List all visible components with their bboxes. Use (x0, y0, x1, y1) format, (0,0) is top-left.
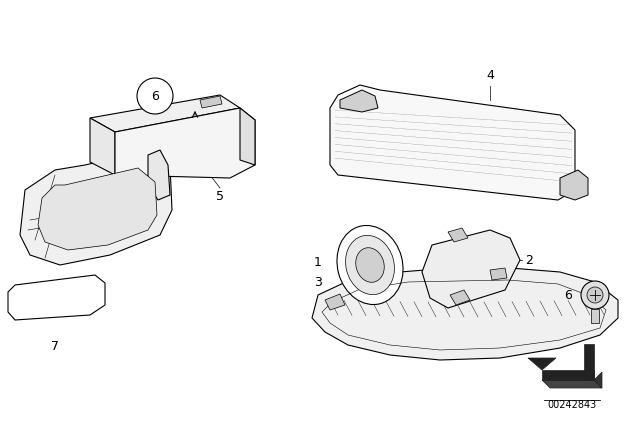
Circle shape (587, 287, 603, 303)
Polygon shape (8, 275, 105, 320)
Polygon shape (325, 294, 345, 310)
Text: 6: 6 (564, 289, 572, 302)
Polygon shape (450, 290, 470, 305)
Polygon shape (20, 150, 172, 265)
Text: 4: 4 (486, 69, 494, 82)
Polygon shape (115, 108, 255, 178)
Text: 2: 2 (525, 254, 533, 267)
Text: 1: 1 (314, 255, 322, 268)
Polygon shape (148, 150, 170, 200)
Circle shape (581, 281, 609, 309)
Polygon shape (560, 170, 588, 200)
Polygon shape (542, 380, 602, 388)
Ellipse shape (356, 248, 384, 282)
Text: 6: 6 (151, 90, 159, 103)
Text: 7: 7 (51, 340, 59, 353)
Polygon shape (422, 230, 520, 308)
Text: 3: 3 (314, 276, 322, 289)
Polygon shape (90, 118, 115, 175)
Polygon shape (490, 268, 507, 280)
Polygon shape (200, 96, 222, 108)
Ellipse shape (346, 235, 394, 295)
Polygon shape (528, 358, 556, 370)
Polygon shape (340, 90, 378, 112)
Polygon shape (591, 309, 599, 323)
Polygon shape (594, 372, 602, 388)
Polygon shape (542, 370, 594, 380)
Text: 5: 5 (216, 190, 224, 203)
Polygon shape (330, 85, 575, 200)
Polygon shape (448, 228, 468, 242)
Polygon shape (312, 268, 618, 360)
Circle shape (137, 78, 173, 114)
Polygon shape (90, 95, 240, 132)
Polygon shape (240, 108, 255, 165)
Ellipse shape (337, 225, 403, 305)
Text: 00242843: 00242843 (547, 400, 596, 410)
Polygon shape (584, 344, 594, 380)
Polygon shape (38, 168, 157, 250)
